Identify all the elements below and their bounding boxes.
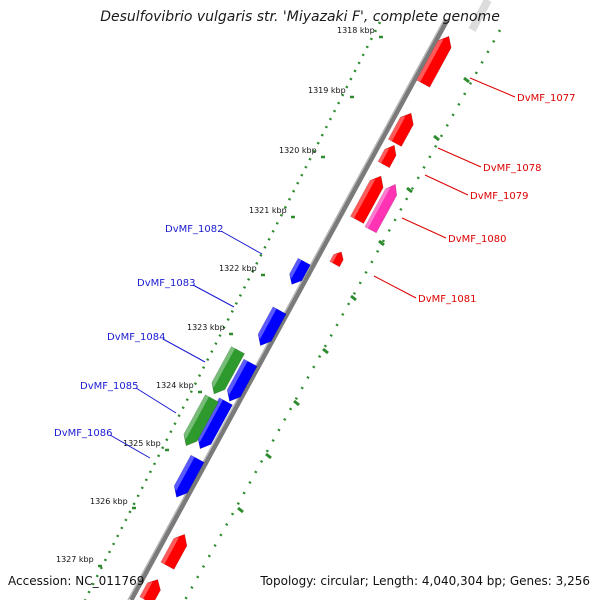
gene-dvmf-1079-shade xyxy=(378,148,390,164)
gene-lower-a xyxy=(160,533,188,570)
major-tick-8 xyxy=(237,506,244,514)
tick-label: 1321 kbp xyxy=(249,206,287,215)
tick-label: 1326 kbp xyxy=(90,497,128,506)
gene-label-reverse: DvMF_1082 xyxy=(165,224,223,235)
leader-reverse xyxy=(192,284,235,308)
tick-track-inner xyxy=(83,21,382,600)
tick-label: 1320 kbp xyxy=(279,146,317,155)
gene-lower-a-shade xyxy=(160,537,180,565)
gene-dvmf-1078 xyxy=(387,112,414,147)
gene-green-b-shade xyxy=(183,394,209,440)
leader-forward xyxy=(401,217,447,239)
gene-label-reverse: DvMF_1083 xyxy=(137,278,195,289)
gene-green-a xyxy=(211,346,245,395)
tick-label: 1325 kbp xyxy=(123,439,161,448)
genes-layer xyxy=(139,35,452,600)
labels-layer: DvMF_1077 DvMF_1078 DvMF_1079 DvMF_1080 DvMF… xyxy=(54,93,575,439)
gene-label-forward: DvMF_1078 xyxy=(483,163,541,174)
gene-lower-b xyxy=(139,579,161,600)
gene-dvmf-1084-shade xyxy=(227,359,248,395)
gene-dvmf-1086-shade xyxy=(174,455,195,491)
major-tick-0 xyxy=(463,76,470,84)
tick-label: 1324 kbp xyxy=(156,381,194,390)
genome-title: Desulfovibrio vulgaris str. 'Miyazaki F'… xyxy=(100,9,500,25)
major-tick-5 xyxy=(322,347,329,355)
gene-label-reverse: DvMF_1086 xyxy=(54,428,112,439)
gene-dvmf-1080-shade xyxy=(350,179,376,219)
tick-track-outer xyxy=(183,29,502,600)
leader-reverse xyxy=(220,230,263,255)
tick-label: 1327 kbp xyxy=(56,555,94,564)
gene-dvmf-1080-b xyxy=(364,183,398,234)
gene-dvmf-1081-shade xyxy=(329,253,338,263)
gene-label-forward: DvMF_1079 xyxy=(470,191,528,202)
gene-label-reverse: DvMF_1085 xyxy=(80,381,138,392)
leader-forward xyxy=(424,174,469,196)
gene-label-reverse: DvMF_1084 xyxy=(107,332,165,343)
tick-label: 1318 kbp xyxy=(337,26,375,35)
major-tick-1 xyxy=(433,134,440,142)
major-tick-2 xyxy=(406,186,413,194)
gene-label-forward: DvMF_1081 xyxy=(418,294,476,305)
gene-lower-b-shade xyxy=(139,582,153,599)
gene-dvmf-1082 xyxy=(289,257,311,285)
leader-reverse xyxy=(109,434,151,459)
gene-dvmf-1085-shade xyxy=(197,397,223,443)
gene-dvmf-1081 xyxy=(329,251,344,268)
major-tick-7 xyxy=(265,452,272,460)
major-tick-6 xyxy=(293,399,300,407)
gene-dvmf-1083-shade xyxy=(258,306,277,340)
gene-dvmf-1077 xyxy=(416,35,452,88)
gene-dvmf-1078-shade xyxy=(388,116,406,142)
gene-green-a-shade xyxy=(211,346,235,388)
gene-dvmf-1080-b-shade xyxy=(364,187,391,229)
genome-backbone-highlight xyxy=(127,19,445,600)
tick-label: 1323 kbp xyxy=(187,323,225,332)
leader-forward xyxy=(437,147,482,168)
gene-green-b xyxy=(183,394,219,447)
major-tick-3 xyxy=(378,239,385,247)
leader-reverse xyxy=(162,338,206,363)
gene-dvmf-1082-shade xyxy=(289,258,302,279)
leader-forward xyxy=(373,275,417,299)
tick-label: 1322 kbp xyxy=(219,264,257,273)
gene-label-forward: DvMF_1080 xyxy=(448,234,506,245)
genome-backbone-top xyxy=(468,0,492,32)
gene-dvmf-1086 xyxy=(173,454,205,498)
gene-dvmf-1084 xyxy=(226,358,258,402)
gene-dvmf-1083 xyxy=(257,306,287,346)
tick-label: 1319 kbp xyxy=(308,86,346,95)
leaders-layer xyxy=(109,77,516,459)
gene-dvmf-1079 xyxy=(377,144,397,169)
ticks-layer: 1318 kbp 1319 kbp 1320 kbp 1321 kbp 1322 kbp… xyxy=(56,21,502,600)
gene-dvmf-1080 xyxy=(350,175,384,224)
gene-label-forward: DvMF_1077 xyxy=(517,93,575,104)
major-tick-4 xyxy=(350,294,357,302)
leader-reverse xyxy=(135,387,177,414)
accession-text: Accession: NC_011769 xyxy=(8,574,145,588)
genome-backbone xyxy=(128,18,450,600)
summary-text: Topology: circular; Length: 4,040,304 bp… xyxy=(260,574,590,588)
leader-forward xyxy=(469,77,516,98)
gene-dvmf-1077-shade xyxy=(416,39,444,83)
